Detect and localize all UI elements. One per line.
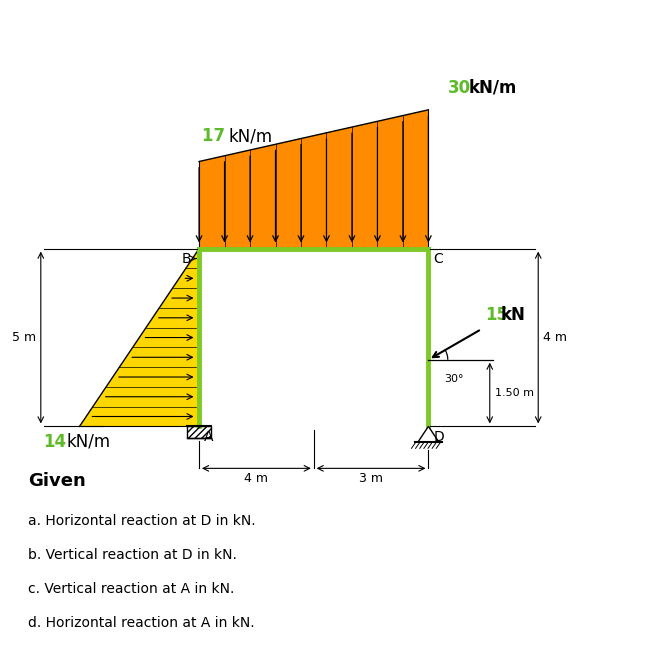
Text: b. Vertical reaction at D in kN.: b. Vertical reaction at D in kN.	[28, 548, 237, 562]
Text: 14: 14	[44, 433, 67, 451]
Text: a. Horizontal reaction at D in kN.: a. Horizontal reaction at D in kN.	[28, 514, 255, 528]
Text: B: B	[182, 252, 192, 266]
Polygon shape	[418, 426, 439, 442]
Text: A: A	[204, 430, 213, 444]
Text: d. Horizontal reaction at A in kN.: d. Horizontal reaction at A in kN.	[28, 616, 255, 630]
Text: Given: Given	[28, 472, 86, 490]
Text: 3 m: 3 m	[359, 472, 383, 484]
Polygon shape	[199, 110, 428, 249]
Text: kN: kN	[501, 306, 526, 324]
Text: kN/m: kN/m	[67, 433, 111, 451]
Text: D: D	[434, 430, 444, 444]
Text: kN/m: kN/m	[228, 127, 272, 145]
Text: 5 m: 5 m	[11, 331, 36, 344]
Bar	[187, 426, 211, 438]
Text: 30°: 30°	[445, 374, 464, 384]
Text: 30: 30	[448, 79, 471, 97]
Text: kN/m: kN/m	[469, 79, 518, 97]
Text: 4 m: 4 m	[544, 331, 568, 344]
Text: 17: 17	[202, 127, 231, 145]
Text: 1.50 m: 1.50 m	[495, 388, 534, 398]
Text: 4 m: 4 m	[245, 472, 269, 484]
Text: c. Vertical reaction at A in kN.: c. Vertical reaction at A in kN.	[28, 582, 234, 596]
Text: 15: 15	[485, 306, 508, 324]
Polygon shape	[80, 249, 199, 426]
Text: C: C	[434, 252, 444, 266]
